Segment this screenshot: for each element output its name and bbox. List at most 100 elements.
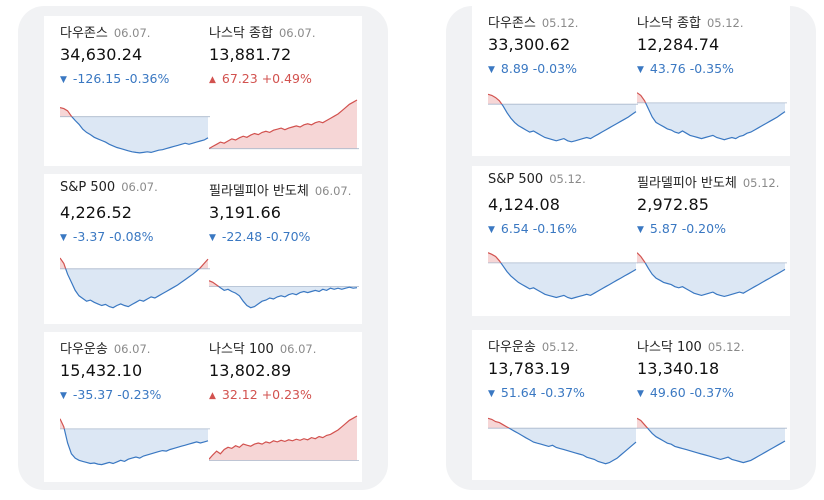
index-change: ▼ 5.87 -0.20% [637, 221, 726, 236]
index-panel-right: 다우존스 05.12. 33,300.62 ▼ 8.89 -0.03% 나스닥 종합… [446, 6, 816, 490]
triangle-down-icon: ▼ [209, 233, 216, 243]
change-value: -3.37 [72, 229, 106, 244]
index-card[interactable]: 다우운송 05.12. 13,783.19 ▼ 51.64 -0.37% [488, 330, 638, 480]
sparkline-fill-down [637, 428, 785, 463]
sparkline-chart [488, 93, 638, 143]
sparkline-line-down [644, 262, 786, 298]
index-change: ▼ 51.64 -0.37% [488, 385, 585, 400]
card-row: 다우존스 06.07. 34,630.24 ▼ -126.15 -0.36% 나스닥… [44, 16, 362, 166]
change-value: 67.23 [221, 71, 258, 86]
index-price: 15,432.10 [60, 361, 143, 380]
index-card[interactable]: 나스닥 100 05.12. 13,340.18 ▼ 49.60 -0.37% [637, 330, 787, 480]
index-price: 4,124.08 [488, 195, 561, 214]
index-card[interactable]: 다우존스 06.07. 34,630.24 ▼ -126.15 -0.36% [60, 16, 210, 166]
sparkline-line-down [71, 116, 209, 154]
triangle-down-icon: ▼ [637, 225, 644, 235]
index-price: 34,630.24 [60, 45, 143, 64]
change-percent: -0.08% [109, 229, 154, 244]
index-card[interactable]: 나스닥 100 06.07. 13,802.89 ▲ 32.12 +0.23% [209, 332, 359, 482]
index-price: 33,300.62 [488, 35, 571, 54]
change-value: 43.76 [649, 61, 686, 76]
change-percent: -0.03% [532, 61, 577, 76]
sparkline-fill-up [488, 94, 502, 105]
index-name: 다우운송 [488, 340, 536, 355]
index-date: 05.12. [706, 16, 744, 30]
index-date: 05.12. [549, 172, 586, 186]
triangle-down-icon: ▼ [60, 75, 67, 85]
sparkline-line-down [507, 428, 637, 465]
index-date: 06.07. [314, 184, 352, 198]
sparkline-chart [60, 257, 210, 309]
index-name: 나스닥 종합 [209, 26, 273, 41]
index-change: ▼ -22.48 -0.70% [209, 229, 310, 244]
index-panel-left: 다우존스 06.07. 34,630.24 ▼ -126.15 -0.36% 나스닥… [18, 6, 388, 490]
card-row: S&P 500 06.07. 4,226.52 ▼ -3.37 -0.08% 필라델… [44, 174, 362, 324]
index-change: ▲ 32.12 +0.23% [209, 387, 312, 402]
card-row: 다우운송 06.07. 15,432.10 ▼ -35.37 -0.23% 나스닥 … [44, 332, 362, 482]
index-change: ▼ -3.37 -0.08% [60, 229, 153, 244]
sparkline-chart [637, 417, 787, 464]
triangle-down-icon: ▼ [637, 65, 644, 75]
change-value: -22.48 [221, 229, 263, 244]
change-percent: -0.20% [681, 221, 726, 236]
index-card[interactable]: 다우존스 05.12. 33,300.62 ▼ 8.89 -0.03% [488, 6, 638, 156]
sparkline-fill-down [645, 262, 785, 297]
sparkline-line-down [644, 102, 786, 141]
change-percent: -0.16% [532, 221, 577, 236]
index-name: 나스닥 종합 [637, 16, 701, 31]
sparkline-fill-down [209, 286, 357, 308]
index-card[interactable]: 나스닥 종합 06.07. 13,881.72 ▲ 67.23 +0.49% [209, 16, 359, 166]
index-change: ▼ 6.54 -0.16% [488, 221, 577, 236]
index-card[interactable]: 필라델피아 반도체 06.07. 3,191.66 ▼ -22.48 -0.70% [209, 174, 359, 324]
index-change: ▼ -35.37 -0.23% [60, 387, 161, 402]
change-percent: -0.37% [689, 385, 734, 400]
index-date: 05.12. [541, 16, 579, 30]
sparkline-chart [209, 280, 359, 309]
index-price: 13,783.19 [488, 359, 571, 378]
triangle-down-icon: ▼ [637, 389, 644, 399]
sparkline-chart [637, 92, 787, 141]
card-row: 다우운송 05.12. 13,783.19 ▼ 51.64 -0.37% 나스닥 1… [472, 330, 790, 480]
change-percent: -0.35% [689, 61, 734, 76]
sparkline-fill-down [645, 102, 785, 140]
sparkline-fill-up [209, 416, 357, 461]
change-percent: -0.36% [125, 71, 170, 86]
change-value: 51.64 [500, 385, 537, 400]
index-name: 나스닥 100 [209, 342, 274, 357]
index-card[interactable]: 다우운송 06.07. 15,432.10 ▼ -35.37 -0.23% [60, 332, 210, 482]
triangle-up-icon: ▲ [209, 391, 216, 401]
sparkline-chart [209, 415, 359, 461]
index-card[interactable]: 필라델피아 반도체 05.12. 2,972.85 ▼ 5.87 -0.20% [637, 166, 787, 316]
index-card[interactable]: S&P 500 05.12. 4,124.08 ▼ 6.54 -0.16% [488, 166, 638, 316]
index-price: 3,191.66 [209, 203, 282, 222]
change-value: 5.87 [649, 221, 678, 236]
sparkline-line-down [65, 268, 201, 309]
triangle-down-icon: ▼ [60, 233, 67, 243]
index-card[interactable]: 나스닥 종합 05.12. 12,284.74 ▼ 43.76 -0.35% [637, 6, 787, 156]
sparkline-fill-up [209, 100, 357, 149]
index-change: ▼ 8.89 -0.03% [488, 61, 577, 76]
index-date: 05.12. [707, 340, 745, 354]
sparkline-fill-down [500, 262, 636, 299]
change-percent: -0.23% [117, 387, 162, 402]
card-row: 다우존스 05.12. 33,300.62 ▼ 8.89 -0.03% 나스닥 종합… [472, 6, 790, 156]
change-value: -126.15 [72, 71, 122, 86]
change-value: 49.60 [649, 385, 686, 400]
sparkline-fill-down [65, 268, 200, 308]
index-card[interactable]: S&P 500 06.07. 4,226.52 ▼ -3.37 -0.08% [60, 174, 210, 324]
sparkline-chart [488, 252, 638, 300]
index-price: 12,284.74 [637, 35, 720, 54]
sparkline-line-down [500, 262, 637, 300]
index-name: 다우존스 [488, 16, 536, 31]
index-date: 06.07. [278, 26, 316, 40]
index-price: 13,802.89 [209, 361, 292, 380]
index-name: 필라델피아 반도체 [209, 184, 309, 199]
change-percent: +0.49% [261, 71, 312, 86]
triangle-down-icon: ▼ [488, 65, 495, 75]
index-name: S&P 500 [60, 180, 116, 195]
index-change: ▼ -126.15 -0.36% [60, 71, 169, 86]
triangle-down-icon: ▼ [488, 225, 495, 235]
sparkline-fill-down [488, 428, 636, 464]
change-percent: -0.37% [540, 385, 585, 400]
sparkline-chart [209, 99, 359, 150]
